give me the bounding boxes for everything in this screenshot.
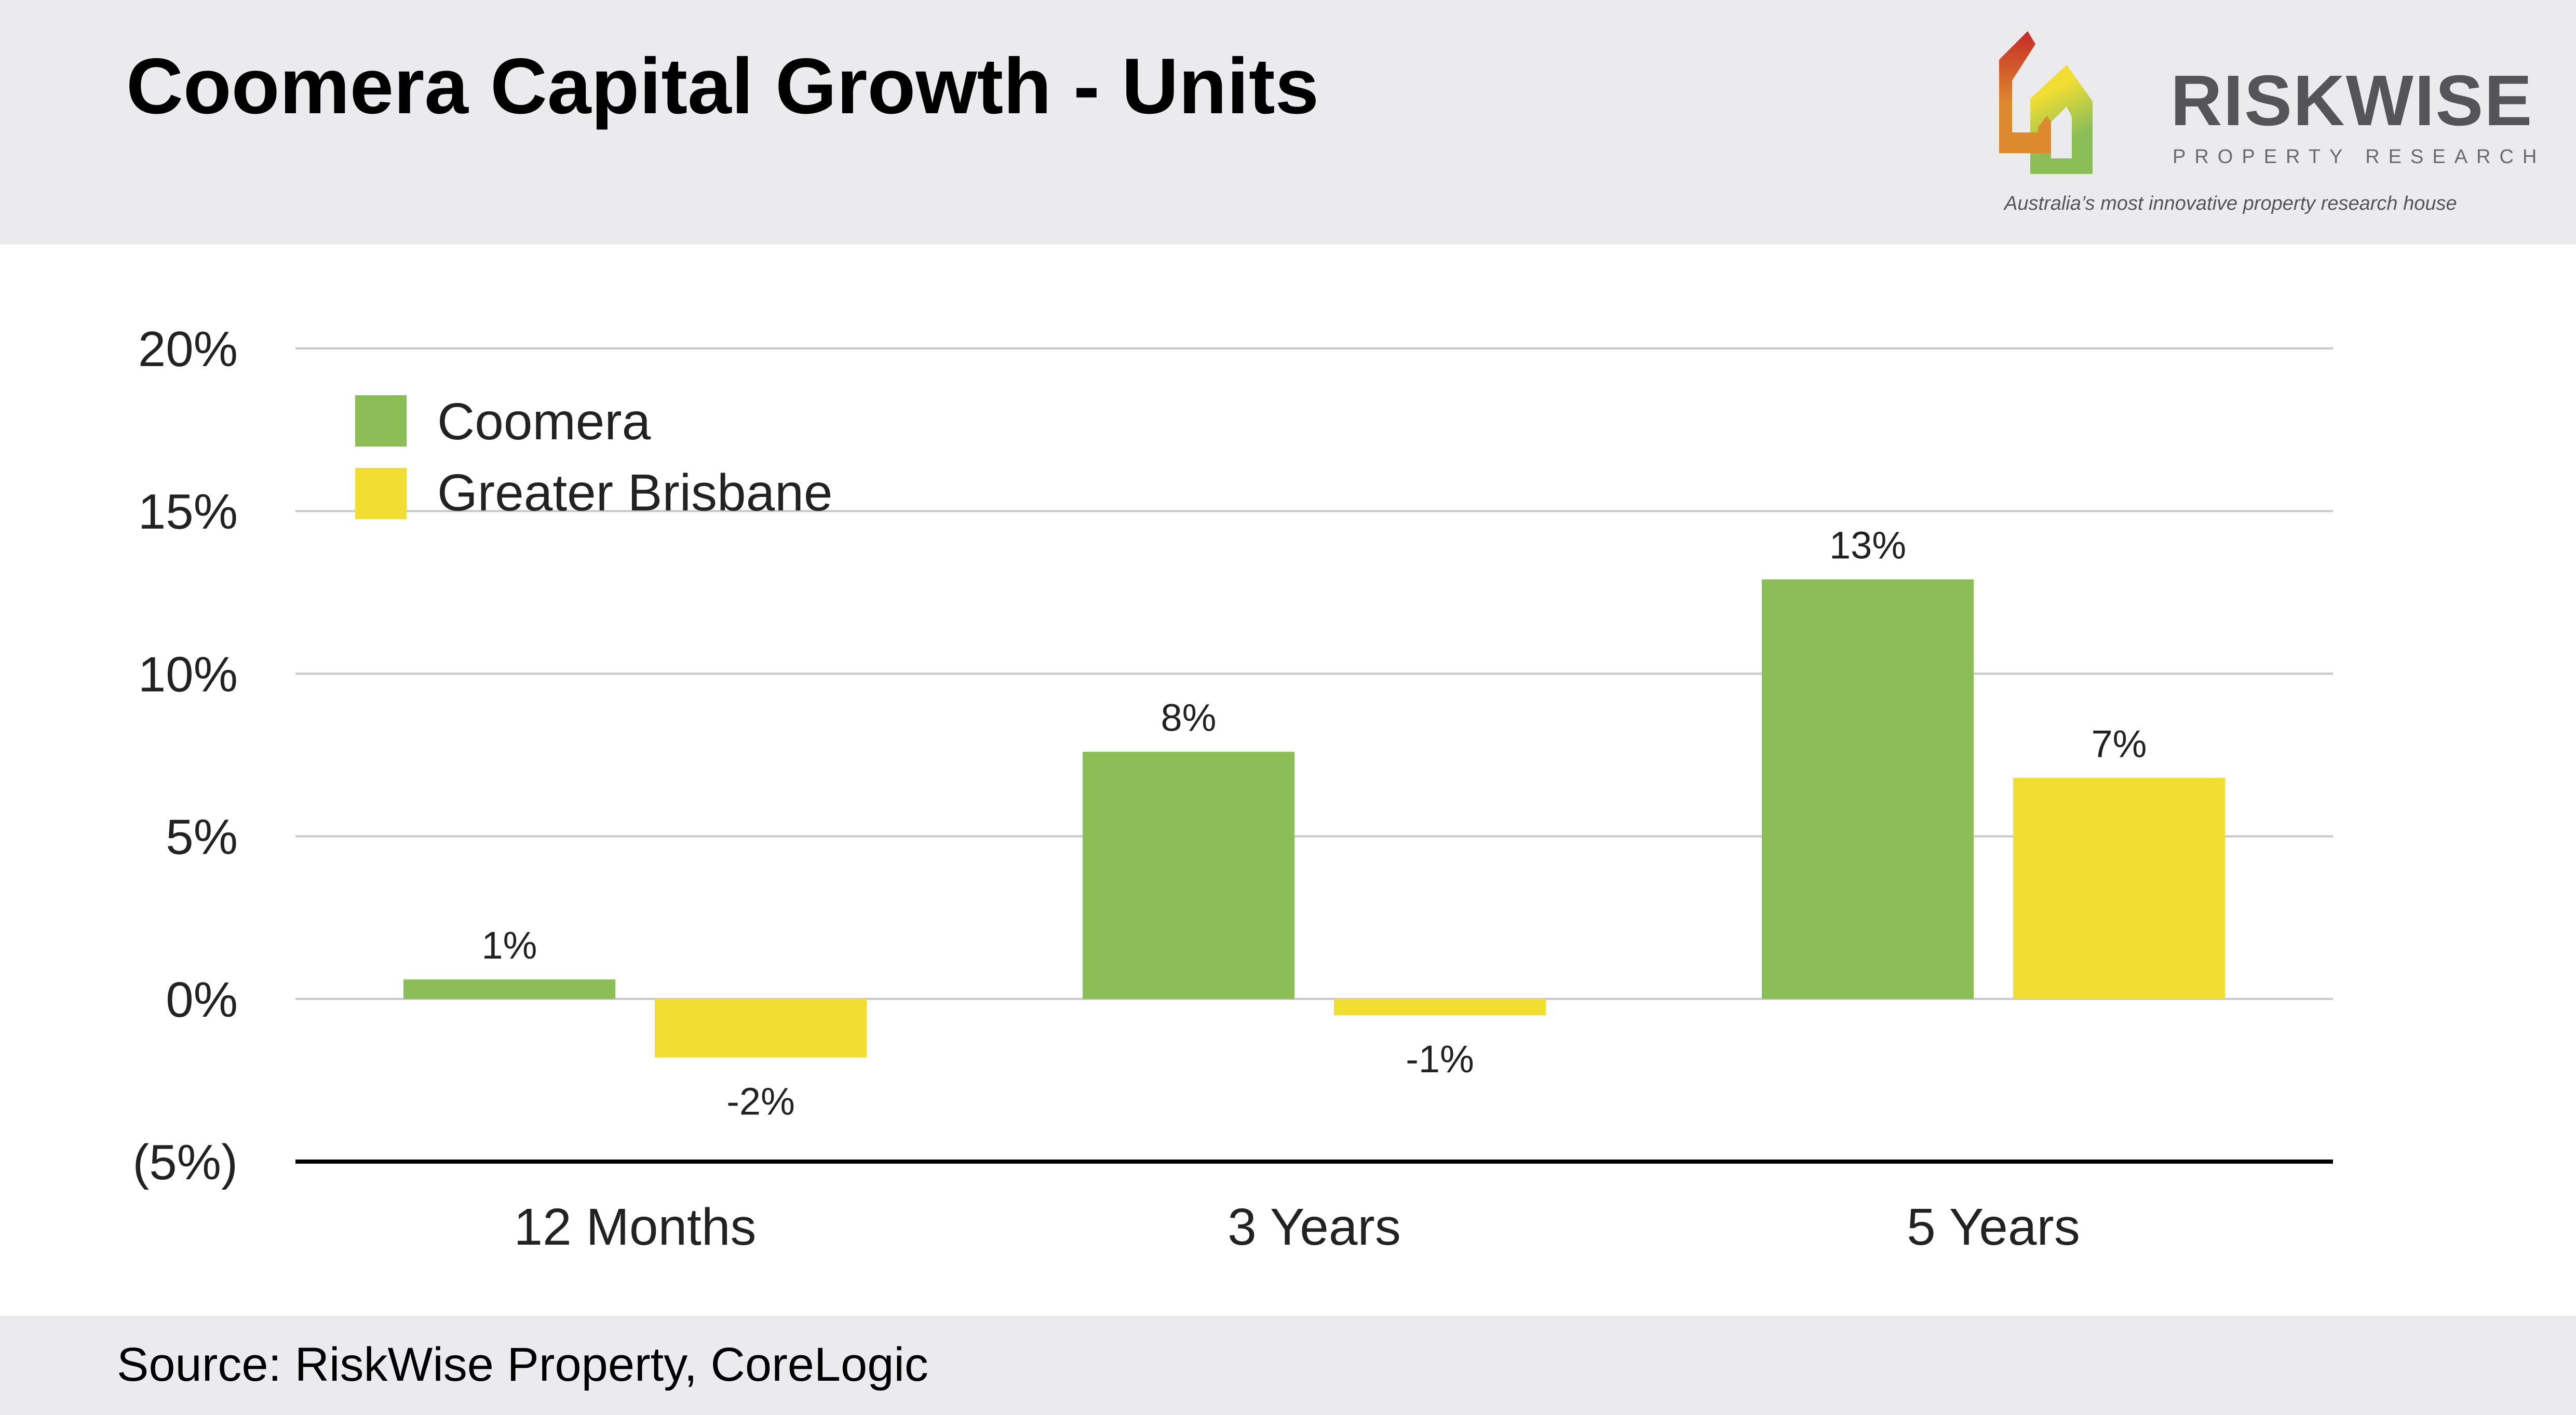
data-label: 13% [1829, 524, 1906, 567]
bar-chart: 20% 15% 10% 5% 0% (5%) 1% -2% 8% -1% 13% 7% 12 Mon… [132, 321, 2333, 1256]
source-note: Source: RiskWise Property, CoreLogic [117, 1338, 928, 1391]
data-label: -1% [1406, 1037, 1474, 1081]
footer: Source: RiskWise Property, CoreLogic [0, 1316, 2576, 1415]
header: Coomera Capital Growth - Units RISKWISE … [0, 0, 2576, 245]
bar-coomera [403, 979, 615, 999]
x-axis-labels: 12 Months 3 Years 5 Years [514, 1198, 2080, 1256]
legend-swatch-brisbane [355, 468, 407, 519]
bar-coomera [1762, 579, 1974, 999]
bar-brisbane [2013, 777, 2225, 999]
legend-swatch-coomera [355, 395, 407, 447]
data-label: -2% [726, 1080, 795, 1123]
x-tick-label: 12 Months [514, 1198, 757, 1256]
bar-brisbane [655, 999, 867, 1058]
legend: Coomera Greater Brisbane [355, 393, 832, 522]
x-tick-label: 5 Years [1907, 1198, 2080, 1256]
y-tick-label: 10% [138, 646, 238, 702]
logo-brand: RISKWISE [2170, 61, 2533, 141]
x-tick-label: 3 Years [1228, 1198, 1401, 1256]
legend-label-coomera: Coomera [437, 393, 651, 451]
data-label: 7% [2092, 722, 2147, 765]
bars: 1% -2% 8% -1% 13% 7% [403, 524, 2225, 1123]
house-logo-icon [1999, 31, 2093, 174]
y-tick-label: 0% [166, 972, 238, 1028]
data-label: 8% [1161, 696, 1217, 739]
page-title: Coomera Capital Growth - Units [126, 42, 1319, 130]
bar-coomera [1083, 751, 1294, 999]
y-tick-label: 20% [138, 321, 238, 377]
bar-brisbane [1334, 999, 1546, 1016]
gridlines [295, 347, 2333, 1164]
data-label: 1% [482, 924, 537, 967]
logo-subtitle: PROPERTY RESEARCH [2173, 146, 2546, 168]
logo-tagline: Australia’s most innovative property res… [2004, 193, 2457, 214]
riskwise-logo: RISKWISE PROPERTY RESEARCH Australia’s m… [1984, 29, 2555, 226]
legend-label-brisbane: Greater Brisbane [437, 464, 832, 522]
y-axis-ticks: 20% 15% 10% 5% 0% (5%) [132, 321, 238, 1190]
y-tick-label: (5%) [132, 1135, 238, 1190]
y-tick-label: 5% [166, 810, 238, 865]
y-tick-label: 15% [138, 484, 238, 540]
